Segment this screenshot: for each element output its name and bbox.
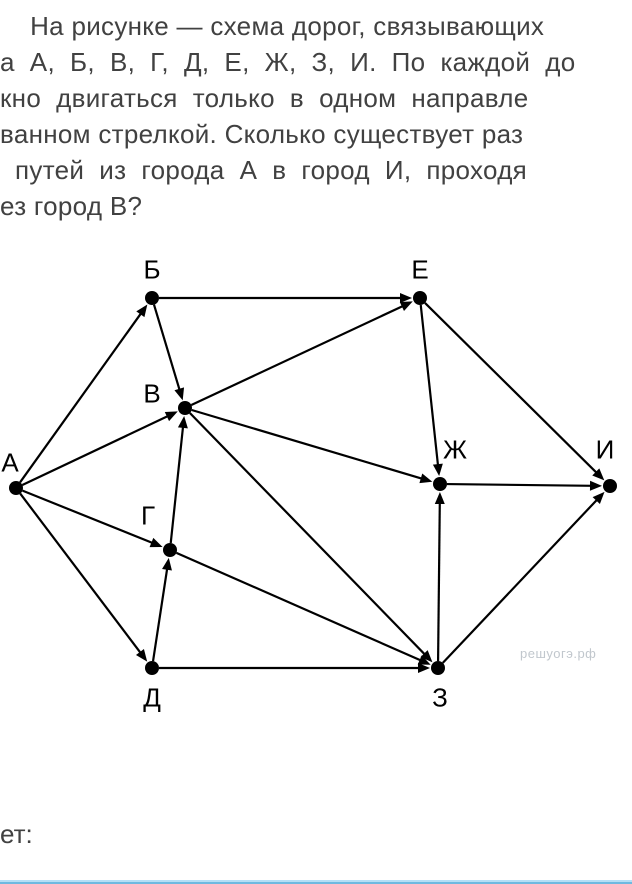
- node-label-G: Г: [141, 501, 155, 532]
- edge: [438, 501, 440, 661]
- node-label-B: Б: [143, 255, 160, 286]
- edge-arrowhead: [162, 558, 172, 571]
- node-Zh: [433, 477, 447, 491]
- node-label-D: Д: [143, 683, 161, 714]
- edge-arrowhead: [433, 464, 443, 476]
- edge-arrowhead: [590, 481, 602, 491]
- edge: [421, 305, 438, 467]
- task-text: На рисунке — схема дорог, связывающих а …: [0, 8, 632, 224]
- node-label-A: А: [1, 448, 18, 479]
- edge: [447, 484, 593, 486]
- node-E: [413, 291, 427, 305]
- edge: [191, 305, 404, 405]
- edge-arrowhead: [150, 538, 163, 547]
- watermark: решуогэ.рф: [520, 646, 596, 661]
- answer-label: ет:: [0, 819, 33, 850]
- edge: [171, 425, 183, 543]
- edge-arrowhead: [174, 387, 184, 400]
- edge-arrowhead: [435, 492, 445, 504]
- node-label-V: В: [143, 379, 160, 410]
- node-label-Z: З: [432, 683, 448, 714]
- answer-input-line[interactable]: [0, 880, 632, 884]
- node-label-I: И: [596, 435, 615, 466]
- edge: [190, 413, 426, 656]
- edge: [20, 494, 142, 655]
- node-label-E: Е: [411, 255, 428, 286]
- edge-arrowhead: [136, 305, 147, 318]
- node-I: [603, 479, 617, 493]
- edge-arrowhead: [136, 649, 147, 662]
- node-A: [9, 481, 23, 495]
- edge: [192, 410, 424, 479]
- edge-arrowhead: [178, 416, 188, 428]
- edge: [153, 567, 167, 661]
- node-G: [163, 543, 177, 557]
- node-D: [145, 661, 159, 675]
- edge: [176, 553, 422, 661]
- edge-arrowhead: [419, 473, 432, 483]
- node-B: [145, 291, 159, 305]
- node-V: [178, 401, 192, 415]
- graph-diagram: А Б В Г Д Е Ж З И решуогэ.рф: [0, 248, 632, 768]
- edge: [443, 498, 599, 663]
- node-label-Zh: Ж: [443, 435, 467, 466]
- node-Z: [431, 661, 445, 675]
- graph-edges: [0, 248, 632, 768]
- edge: [22, 491, 154, 544]
- edge-arrowhead: [400, 293, 412, 303]
